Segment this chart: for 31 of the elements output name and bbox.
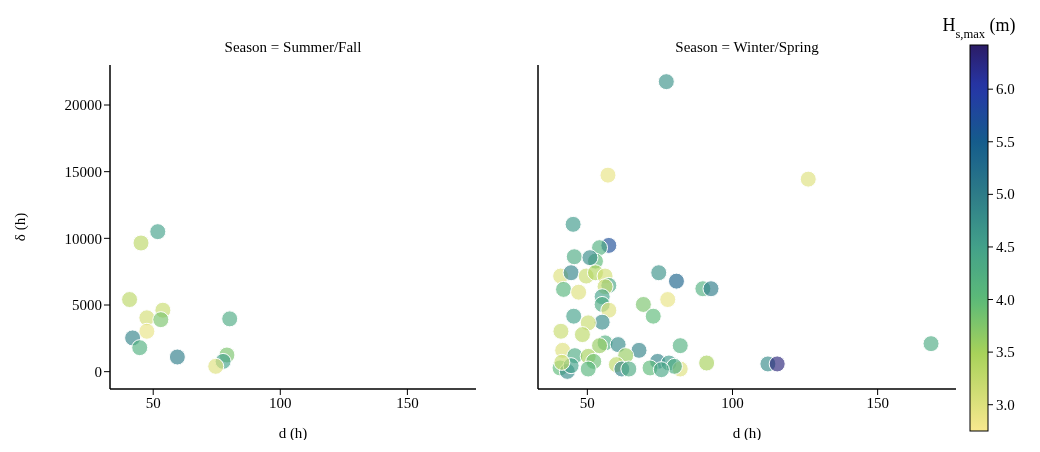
- chart-title: Season = Summer/Fall: [224, 39, 362, 55]
- x-tick-label: 100: [269, 394, 292, 411]
- x-tick-label: 50: [145, 394, 161, 411]
- y-tick-label: 20000: [64, 97, 102, 114]
- x-tick-label: 50: [579, 394, 595, 411]
- y-axis-title: δ (h): [12, 212, 30, 242]
- color-bar-label: 3.5: [996, 344, 1015, 361]
- point: [152, 311, 170, 329]
- color-bar-label: 3.0: [996, 396, 1015, 413]
- point: [132, 234, 150, 252]
- color-bar-title: H$_{s,max}$ (m): [942, 15, 1016, 41]
- point: [207, 357, 225, 375]
- point: [168, 348, 186, 366]
- color-bar-label: 5.0: [996, 186, 1015, 203]
- point: [131, 339, 149, 357]
- y-tick-label: 10000: [64, 230, 102, 247]
- point: [221, 310, 239, 328]
- color-bar-label: 4.0: [996, 291, 1015, 308]
- point: [149, 223, 167, 241]
- color-bar-label: 5.5: [996, 133, 1015, 150]
- color-bar-label: 4.5: [996, 238, 1015, 255]
- color-bar-label: 6.0: [996, 81, 1015, 98]
- point: [121, 291, 139, 309]
- chart-title: Season = Winter/Spring: [675, 39, 820, 55]
- x-tick-label: 150: [866, 394, 889, 411]
- x-tick-label: 150: [396, 394, 419, 411]
- x-tick-label: 100: [721, 394, 744, 411]
- point: [138, 322, 156, 340]
- y-tick-label: 0: [94, 363, 102, 380]
- y-tick-label: 15000: [64, 163, 102, 180]
- y-tick-label: 5000: [72, 297, 102, 314]
